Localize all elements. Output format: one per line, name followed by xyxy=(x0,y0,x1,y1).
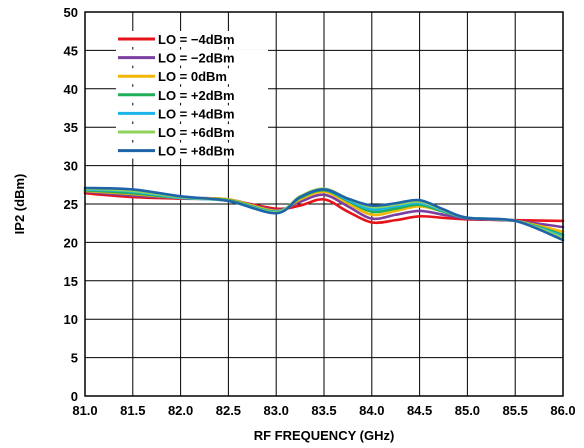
x-tick-label: 84.5 xyxy=(407,403,432,418)
y-tick-label: 20 xyxy=(64,235,78,250)
legend-item-bg xyxy=(116,142,268,159)
y-tick-labels: 0 5 10 15 20 25 30 35 40 45 50 xyxy=(64,5,78,404)
x-tick-label: 84.0 xyxy=(359,403,384,418)
x-tick-label: 81.5 xyxy=(120,403,145,418)
y-tick-label: 35 xyxy=(64,120,78,135)
y-tick-label: 15 xyxy=(64,274,78,289)
y-tick-label: 5 xyxy=(71,351,78,366)
x-tick-label: 85.0 xyxy=(455,403,480,418)
legend-item-bg xyxy=(116,86,268,103)
legend-label-4: LO = +4dBm xyxy=(158,106,235,121)
legend: LO = −4dBm LO = −2dBm LO = 0dBm LO = +2dBm L… xyxy=(116,31,268,159)
legend-item-bg xyxy=(116,49,268,66)
x-tick-label: 85.5 xyxy=(503,403,528,418)
x-tick-label: 82.0 xyxy=(168,403,193,418)
y-tick-label: 10 xyxy=(64,312,78,327)
legend-label-5: LO = +6dBm xyxy=(158,125,235,140)
legend-label-0: LO = −4dBm xyxy=(158,32,235,47)
x-tick-label: 81.0 xyxy=(72,403,97,418)
legend-label-1: LO = −2dBm xyxy=(158,51,235,66)
x-tick-label: 83.0 xyxy=(264,403,289,418)
x-tick-label: 82.5 xyxy=(216,403,241,418)
y-tick-label: 30 xyxy=(64,159,78,174)
x-tick-label: 83.5 xyxy=(311,403,336,418)
y-tick-label: 40 xyxy=(64,82,78,97)
series-line-6 xyxy=(83,186,565,242)
series-layer xyxy=(83,186,565,242)
y-axis-title: IP2 (dBm) xyxy=(12,174,27,235)
x-axis-title: RF FREQUENCY (GHz) xyxy=(254,428,395,443)
legend-item-bg xyxy=(116,31,268,47)
legend-label-6: LO = +8dBm xyxy=(158,144,235,159)
legend-label-3: LO = +2dBm xyxy=(158,88,235,103)
legend-label-2: LO = 0dBm xyxy=(158,69,227,84)
legend-item-bg xyxy=(116,124,268,140)
y-tick-label: 50 xyxy=(64,5,78,20)
y-tick-label: 45 xyxy=(64,43,78,58)
y-tick-label: 0 xyxy=(71,389,78,404)
legend-item-bg xyxy=(116,105,268,122)
x-tick-labels: 81.0 81.5 82.0 82.5 83.0 83.5 84.0 84.5 85.0 85.5… xyxy=(72,403,575,418)
x-tick-label: 86.0 xyxy=(550,403,575,418)
y-tick-label: 25 xyxy=(64,197,78,212)
plot-frame xyxy=(84,11,564,397)
legend-item-bg xyxy=(116,68,268,85)
